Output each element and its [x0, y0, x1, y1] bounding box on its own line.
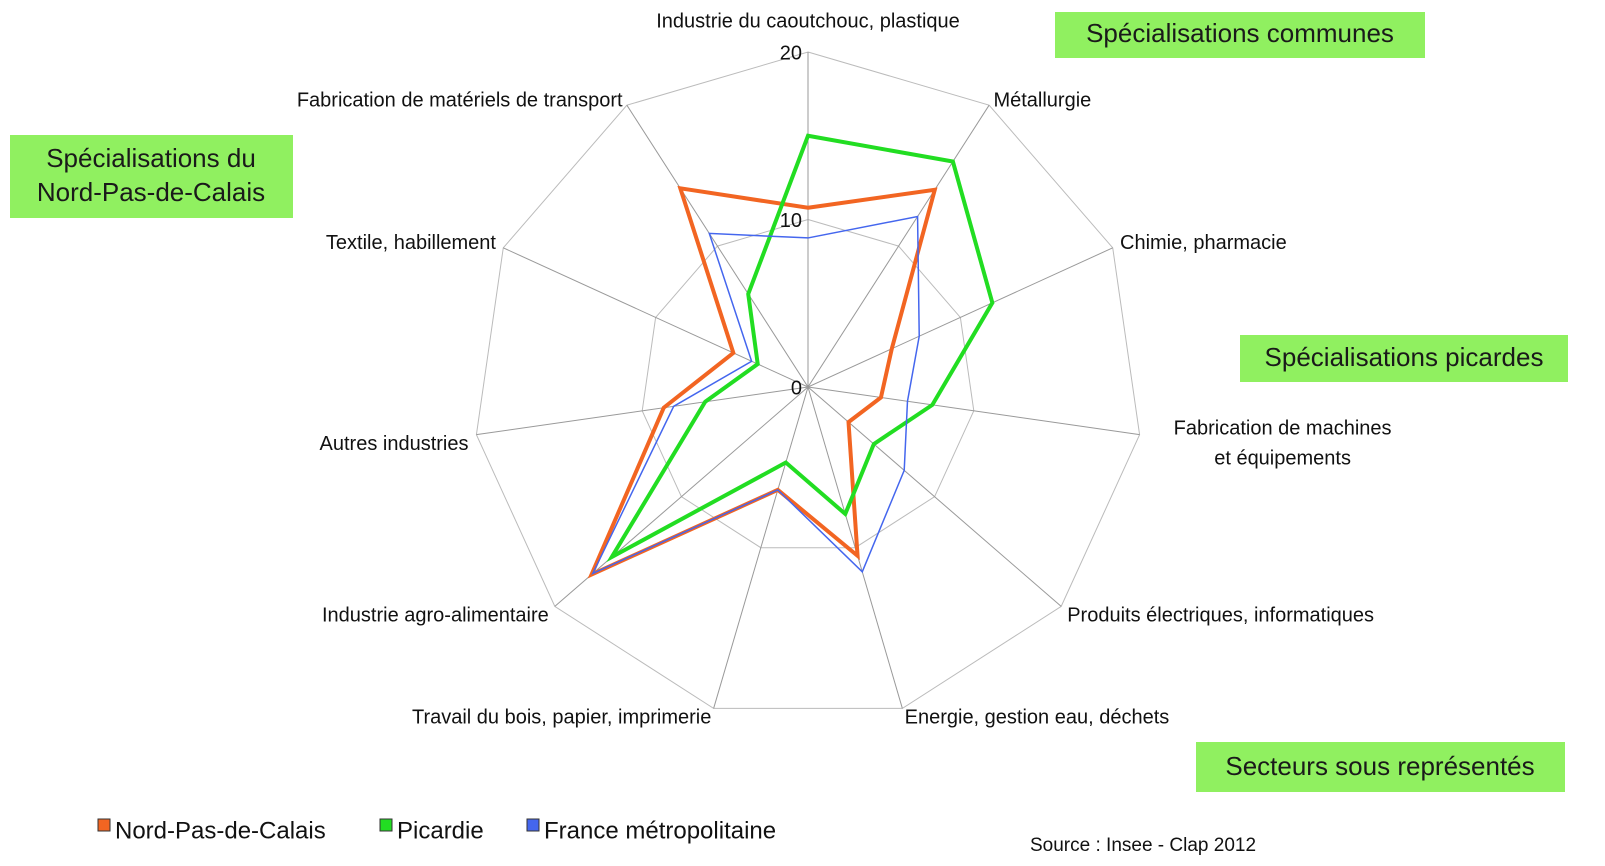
- annotation-box: [1196, 742, 1565, 792]
- axis-label: Fabrication de matériels de transport: [297, 89, 623, 111]
- annotation: Spécialisations du Nord-Pas-de-Calais: [37, 143, 265, 207]
- legend-label: France métropolitaine: [544, 817, 776, 844]
- axis-label: Autres industries: [320, 433, 469, 455]
- r-tick-label: 10: [780, 210, 802, 232]
- axis-label: Métallurgie: [993, 89, 1091, 111]
- source: Source : Insee - Clap 2012: [1030, 835, 1256, 856]
- annotation-box: [10, 135, 293, 218]
- grid-ring: [475, 51, 1141, 709]
- legend-swatch: [97, 818, 111, 832]
- legend-label: Nord-Pas-de-Calais: [115, 817, 326, 844]
- axis-label: Fabrication de machines et équipements: [1174, 418, 1392, 470]
- series-line: [587, 185, 938, 579]
- grid-ring: [641, 218, 975, 549]
- spoke: [554, 386, 809, 607]
- annotation: Spécialisations picardes: [1265, 342, 1544, 372]
- r-tick-label: 20: [780, 42, 802, 64]
- series-line: [591, 215, 920, 576]
- spoke: [807, 386, 1140, 436]
- grid: [475, 51, 1141, 709]
- axis-label: Travail du bois, papier, imprimerie: [412, 707, 711, 729]
- spoke: [807, 247, 1113, 388]
- legend-swatch: [379, 818, 393, 832]
- annotation-box: [1240, 335, 1568, 382]
- spoke: [503, 247, 809, 388]
- axis-label: Chimie, pharmacie: [1120, 232, 1287, 254]
- axis-label: Textile, habillement: [326, 232, 497, 254]
- legend-swatch: [526, 818, 540, 832]
- spoke: [476, 386, 809, 436]
- spoke: [713, 386, 809, 709]
- annotations: Spécialisations communes Spécialisations…: [10, 12, 1568, 856]
- annotation: Secteurs sous représentés: [1225, 751, 1534, 781]
- legend-label: Picardie: [397, 817, 484, 844]
- axis-label: Industrie du caoutchouc, plastique: [656, 10, 960, 32]
- annotation-box: [1055, 12, 1425, 58]
- spoke: [626, 104, 809, 388]
- r-tick-label: 0: [791, 377, 802, 399]
- axis-label: Energie, gestion eau, déchets: [905, 707, 1170, 729]
- annotation: Spécialisations communes: [1086, 18, 1394, 48]
- axis-label: Industrie agro-alimentaire: [322, 605, 549, 627]
- spoke: [807, 386, 1062, 607]
- spoke: [807, 104, 990, 388]
- series-line: [606, 133, 995, 563]
- axis-label: Produits électriques, informatiques: [1067, 605, 1374, 627]
